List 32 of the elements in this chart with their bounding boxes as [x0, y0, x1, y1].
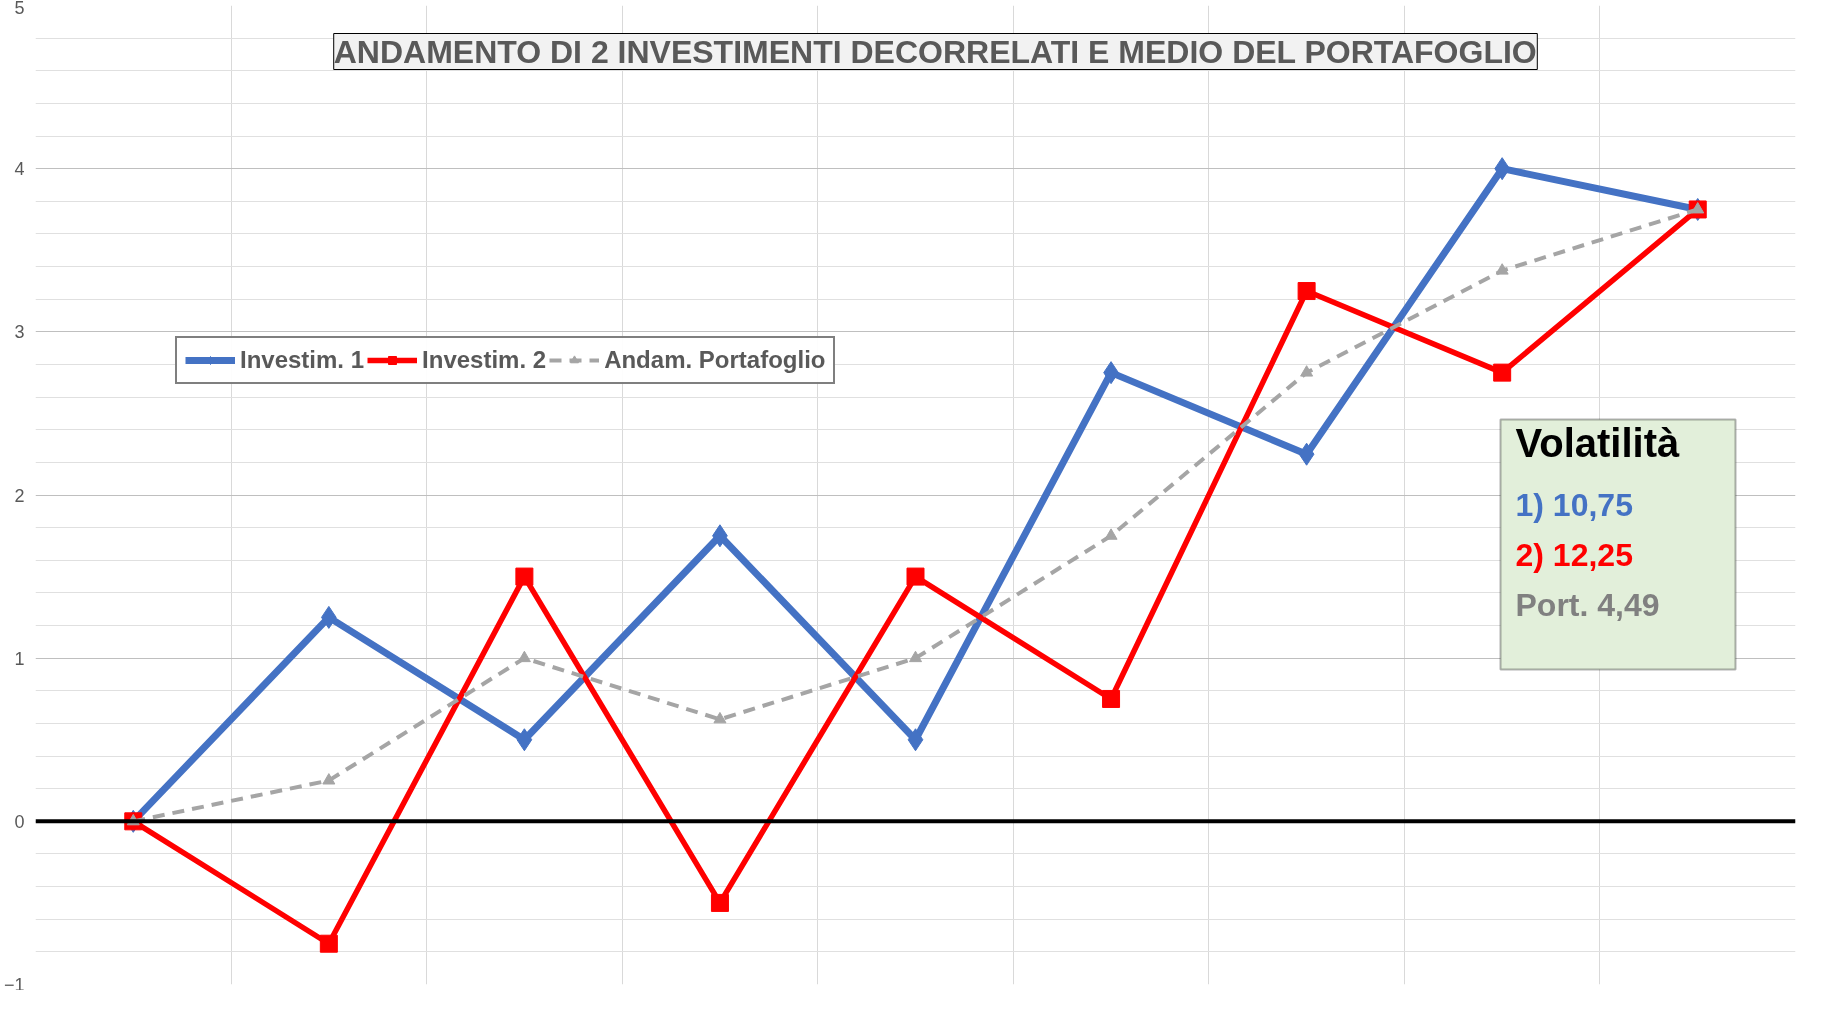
point [516, 728, 533, 752]
point [1495, 263, 1509, 275]
point [515, 567, 534, 586]
y-tick-label: 3 [14, 322, 25, 343]
point [1493, 363, 1512, 382]
annotation: Port. 4,49 [1515, 586, 1660, 623]
y-tick-label: 0 [14, 811, 25, 832]
point [1298, 442, 1315, 466]
legend-label: Investim. 2 [422, 346, 547, 374]
point [1102, 689, 1121, 708]
point [1104, 528, 1118, 540]
legend-label: Andam. Portafoglio [604, 346, 826, 374]
legend-label: Investim. 1 [240, 346, 365, 374]
y-tick-label: 4 [14, 159, 25, 180]
y-tick-label: 5 [14, 0, 25, 18]
point [907, 728, 924, 752]
annotation: 2) 12,25 [1515, 536, 1633, 573]
text: ANDAMENTO DI 2 INVESTIMENTI DECORRELATI E MEDIO DEL PORTAFOGLIO [333, 33, 1537, 70]
point [1297, 282, 1316, 301]
y-tick-label: 1 [14, 648, 25, 669]
point [1300, 365, 1314, 377]
y-tick-label: −1 [3, 974, 25, 995]
point [909, 650, 922, 663]
point [713, 711, 727, 724]
annotation: Volatilità [1515, 420, 1680, 465]
annotation: 1) 10,75 [1515, 486, 1633, 523]
y-tick-label: 2 [14, 485, 25, 506]
point [319, 934, 338, 953]
point [906, 567, 925, 586]
point [322, 773, 336, 785]
point [710, 893, 729, 912]
point [517, 650, 531, 663]
